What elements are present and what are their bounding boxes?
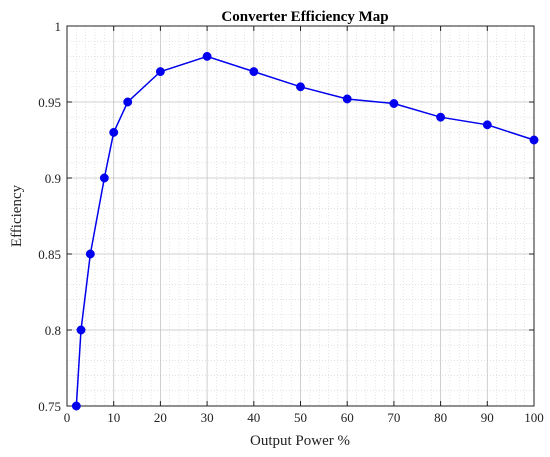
y-tick-label: 0.95 xyxy=(38,95,61,110)
x-tick-label: 40 xyxy=(247,410,260,425)
x-tick-label: 90 xyxy=(481,410,494,425)
chart-title: Converter Efficiency Map xyxy=(221,9,388,25)
x-tick-label: 30 xyxy=(201,410,214,425)
data-point xyxy=(249,67,259,77)
x-tick-label: 20 xyxy=(154,410,167,425)
x-tick-label: 10 xyxy=(107,410,120,425)
data-point xyxy=(482,120,492,130)
data-point xyxy=(109,127,119,137)
y-tick-label: 0.9 xyxy=(45,171,61,186)
x-tick-label: 60 xyxy=(341,410,354,425)
data-point xyxy=(529,135,539,145)
x-axis-label: Output Power % xyxy=(250,433,350,449)
data-point xyxy=(76,325,86,335)
y-tick-label: 0.8 xyxy=(45,323,61,338)
data-point xyxy=(85,249,95,259)
axis-ticks: 0 10 20 30 40 50 60 70 80 90 100 0.75 0.8 0.85 0.9 0.95… xyxy=(38,19,544,425)
x-tick-label: 50 xyxy=(294,410,307,425)
data-series xyxy=(71,51,539,411)
data-point xyxy=(436,112,446,122)
data-point xyxy=(389,99,399,108)
y-axis-label: Efficiency xyxy=(9,184,25,247)
y-tick-label: 0.85 xyxy=(38,247,61,262)
data-point xyxy=(155,67,165,77)
x-tick-label: 100 xyxy=(524,410,544,425)
data-point xyxy=(99,173,109,183)
data-point xyxy=(202,51,212,61)
data-point xyxy=(123,97,133,107)
data-point xyxy=(342,94,352,104)
x-tick-label: 70 xyxy=(387,410,400,425)
grid xyxy=(66,25,535,407)
efficiency-line xyxy=(75,55,535,407)
data-point xyxy=(71,401,81,411)
data-point xyxy=(296,82,305,92)
y-tick-label: 0.75 xyxy=(38,399,61,414)
x-tick-label: 0 xyxy=(64,410,71,425)
y-tick-label: 1 xyxy=(55,19,62,34)
x-tick-label: 80 xyxy=(434,410,447,425)
